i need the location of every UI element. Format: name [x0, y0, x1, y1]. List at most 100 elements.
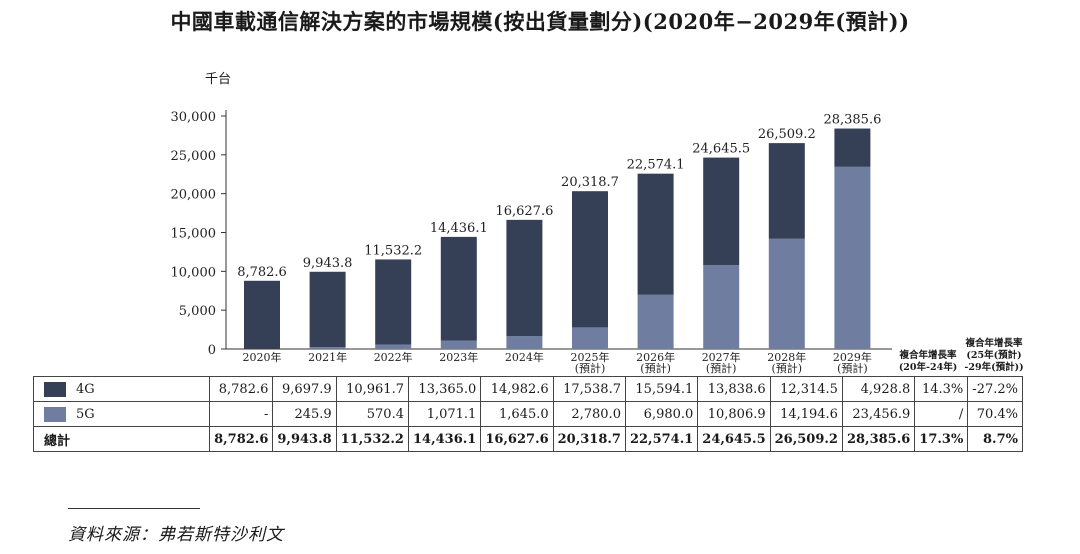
x-tick-label: (預計) — [837, 361, 868, 375]
table-cell: 12,314.5 — [769, 376, 843, 402]
cagr-header-line: (20年-24年) — [898, 362, 958, 373]
table-cell: 17.3% — [914, 426, 969, 452]
table-cell: 22,574.1 — [624, 426, 699, 452]
bar-5g — [572, 327, 608, 349]
table-cell: 14,194.6 — [769, 401, 843, 427]
x-tick-label: 2023年 — [439, 350, 478, 364]
cagr-header-2025-2029: 複合年增長率 (25年(預計) -29年(預計)) — [958, 338, 1030, 374]
y-tick-label: 5,000 — [179, 304, 216, 319]
x-tick-label: 2027年 — [702, 350, 741, 364]
bar-5g — [440, 340, 477, 349]
bar-4g — [768, 143, 805, 239]
bar-4g — [375, 259, 412, 345]
table-cell: 10,806.9 — [697, 401, 771, 427]
cagr-header-line: 複合年增長率 — [965, 338, 1023, 349]
table-row: 4G 8,782.6 9,697.9 10,961.7 13,365.0 14,982.6… — [32, 376, 1023, 402]
bar-5g — [375, 344, 412, 349]
cagr-header-2020-2024: 複合年增長率 (20年-24年) — [888, 350, 968, 374]
x-tick-label: 2029年 — [833, 350, 872, 364]
table-cell: 245.9 — [272, 401, 337, 427]
table-cell: 8.7% — [967, 426, 1023, 452]
x-tick-label: 2028年 — [767, 350, 806, 364]
table-cell: 11,532.2 — [335, 426, 409, 452]
table-cell: 28,385.6 — [841, 426, 916, 452]
y-tick-label: 10,000 — [171, 265, 217, 280]
bar-4g — [440, 236, 477, 341]
bar-5g — [703, 265, 740, 349]
total-value-label: 26,509.2 — [758, 127, 816, 142]
y-tick-label: 15,000 — [171, 227, 217, 242]
table-cell: 15,594.1 — [624, 376, 699, 402]
source-note: 資料來源：弗若斯特沙利文 — [68, 525, 284, 545]
bar-chart: 30,000 25,000 20,000 15,000 10,000 5,000 0 8,78… — [171, 110, 892, 375]
table-cell: 8,782.6 — [209, 376, 274, 402]
legend-swatch — [44, 381, 66, 397]
table-row: 5G -245.9 570.4 1,071.1 1,645.0 2,780.0 6,980.… — [32, 401, 1023, 427]
cagr-header-line: 複合年增長率 — [899, 350, 957, 361]
x-tick-label: (預計) — [575, 361, 606, 375]
legend-label: 4G — [76, 381, 95, 397]
table-cell: - — [209, 401, 274, 427]
x-tick-label: 2025年 — [571, 350, 610, 364]
row-label: 5G — [32, 401, 211, 427]
total-value-label: 22,574.1 — [627, 158, 685, 173]
table-cell: 14,982.6 — [480, 376, 554, 402]
table-cell: 10,961.7 — [335, 376, 409, 402]
table-cell: 6,980.0 — [624, 401, 699, 427]
table-cell: 70.4% — [967, 401, 1023, 427]
total-value-label: 11,532.2 — [364, 243, 422, 258]
bar-5g — [768, 238, 805, 349]
y-unit-label: 千台 — [205, 72, 232, 87]
x-tick-label: (預計) — [706, 361, 737, 375]
legend-swatch — [44, 406, 66, 422]
bar-4g — [244, 280, 280, 349]
table-row: 總計 8,782.6 9,943.8 11,532.2 14,436.1 16,627.6… — [32, 426, 1023, 452]
total-value-label: 14,436.1 — [430, 221, 488, 236]
table-cell: 13,365.0 — [407, 376, 482, 402]
total-value-label: 16,627.6 — [495, 204, 553, 219]
table-cell: 13,838.6 — [697, 376, 771, 402]
bar-4g — [834, 128, 871, 167]
table-cell: 9,943.8 — [272, 426, 337, 452]
total-value-label: 24,645.5 — [692, 142, 750, 157]
bar-4g — [309, 271, 346, 348]
bar-4g — [506, 219, 543, 337]
footnote-rule — [68, 508, 200, 509]
chart-title: 中國車載通信解決方案的市場規模(按出貨量劃分)(2020年−2029年(預計)) — [170, 9, 910, 34]
total-value-label: 28,385.6 — [823, 113, 881, 128]
table-cell: 14.3% — [914, 376, 969, 402]
bar-4g — [637, 173, 674, 295]
total-value-label: 20,318.7 — [561, 175, 619, 190]
x-tick-label: 2024年 — [505, 350, 544, 364]
row-label: 總計 — [32, 426, 211, 452]
legend-label: 總計 — [44, 433, 71, 449]
table-cell: 14,436.1 — [407, 426, 482, 452]
data-table: 4G 8,782.6 9,697.9 10,961.7 13,365.0 14,982.6… — [32, 376, 1023, 452]
bar-5g — [834, 166, 871, 349]
table-cell: / — [914, 401, 969, 427]
legend-label: 5G — [76, 406, 95, 422]
x-tick-label: (預計) — [640, 361, 671, 375]
cagr-header-line: -29年(預計)) — [964, 362, 1024, 373]
x-tick-label: 2021年 — [308, 350, 347, 364]
x-tick-label: 2022年 — [374, 350, 413, 364]
bar-5g — [309, 347, 346, 349]
table-cell: -27.2% — [967, 376, 1023, 402]
y-tick-label: 20,000 — [171, 188, 217, 203]
bar-4g — [572, 191, 608, 328]
bar-5g — [637, 294, 674, 349]
table-cell: 1,071.1 — [407, 401, 482, 427]
table-cell: 20,318.7 — [552, 426, 626, 452]
bar-4g — [703, 157, 740, 266]
table-cell: 1,645.0 — [480, 401, 554, 427]
table-cell: 17,538.7 — [552, 376, 626, 402]
x-tick-label: 2020年 — [243, 350, 282, 364]
table-cell: 9,697.9 — [272, 376, 337, 402]
row-label: 4G — [32, 376, 211, 402]
table-cell: 8,782.6 — [209, 426, 274, 452]
y-tick-label: 25,000 — [171, 149, 217, 164]
y-tick-label: 30,000 — [171, 110, 217, 125]
x-tick-label: (預計) — [772, 361, 803, 375]
total-value-label: 9,943.8 — [303, 256, 353, 271]
bar-5g — [506, 336, 543, 349]
